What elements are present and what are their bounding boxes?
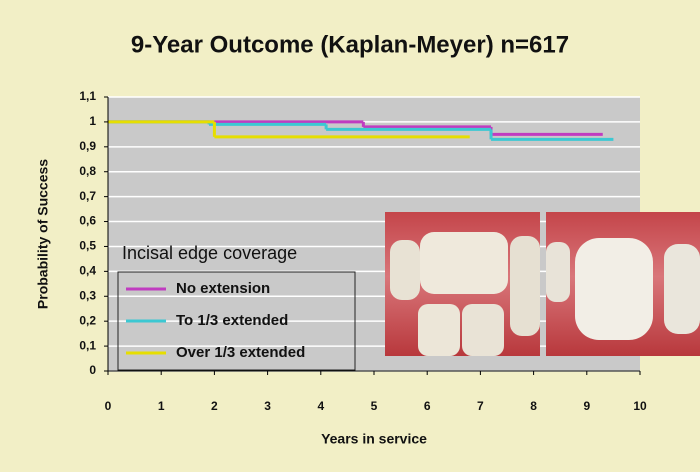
y-tick-label: 1,1 bbox=[79, 89, 96, 103]
y-tick-label: 1 bbox=[89, 114, 96, 128]
x-tick-label: 1 bbox=[158, 399, 165, 413]
y-tick-label: 0,1 bbox=[79, 338, 96, 352]
y-tick-label: 0,8 bbox=[79, 164, 96, 178]
y-tick-label: 0,5 bbox=[79, 239, 96, 253]
x-tick-label: 5 bbox=[371, 399, 378, 413]
y-tick-label: 0,3 bbox=[79, 288, 96, 302]
photo-after bbox=[546, 212, 700, 356]
y-tick-label: 0,6 bbox=[79, 214, 96, 228]
y-axis-label: Probability of Success bbox=[35, 159, 51, 309]
x-axis-label: Years in service bbox=[321, 431, 427, 447]
y-tick-label: 0,2 bbox=[79, 313, 96, 327]
legend-label: Over 1/3 extended bbox=[176, 344, 305, 361]
x-tick-label: 4 bbox=[317, 399, 324, 413]
y-tick-label: 0,9 bbox=[79, 139, 96, 153]
photo-before bbox=[385, 212, 540, 356]
x-tick-label: 9 bbox=[583, 399, 590, 413]
y-tick-label: 0,7 bbox=[79, 189, 96, 203]
x-tick-label: 8 bbox=[530, 399, 537, 413]
x-tick-label: 10 bbox=[633, 399, 647, 413]
x-tick-label: 0 bbox=[105, 399, 112, 413]
x-tick-label: 3 bbox=[264, 399, 271, 413]
y-tick-label: 0,4 bbox=[79, 264, 96, 278]
legend-box bbox=[117, 271, 356, 371]
legend-label: To 1/3 extended bbox=[176, 312, 288, 329]
x-tick-label: 2 bbox=[211, 399, 218, 413]
chart-title: 9-Year Outcome (Kaplan-Meyer) n=617 bbox=[131, 31, 569, 58]
legend-title: Incisal edge coverage bbox=[122, 243, 297, 263]
x-tick-label: 6 bbox=[424, 399, 431, 413]
legend-label: No extension bbox=[176, 280, 270, 297]
y-tick-label: 0 bbox=[89, 363, 96, 377]
x-tick-label: 7 bbox=[477, 399, 484, 413]
